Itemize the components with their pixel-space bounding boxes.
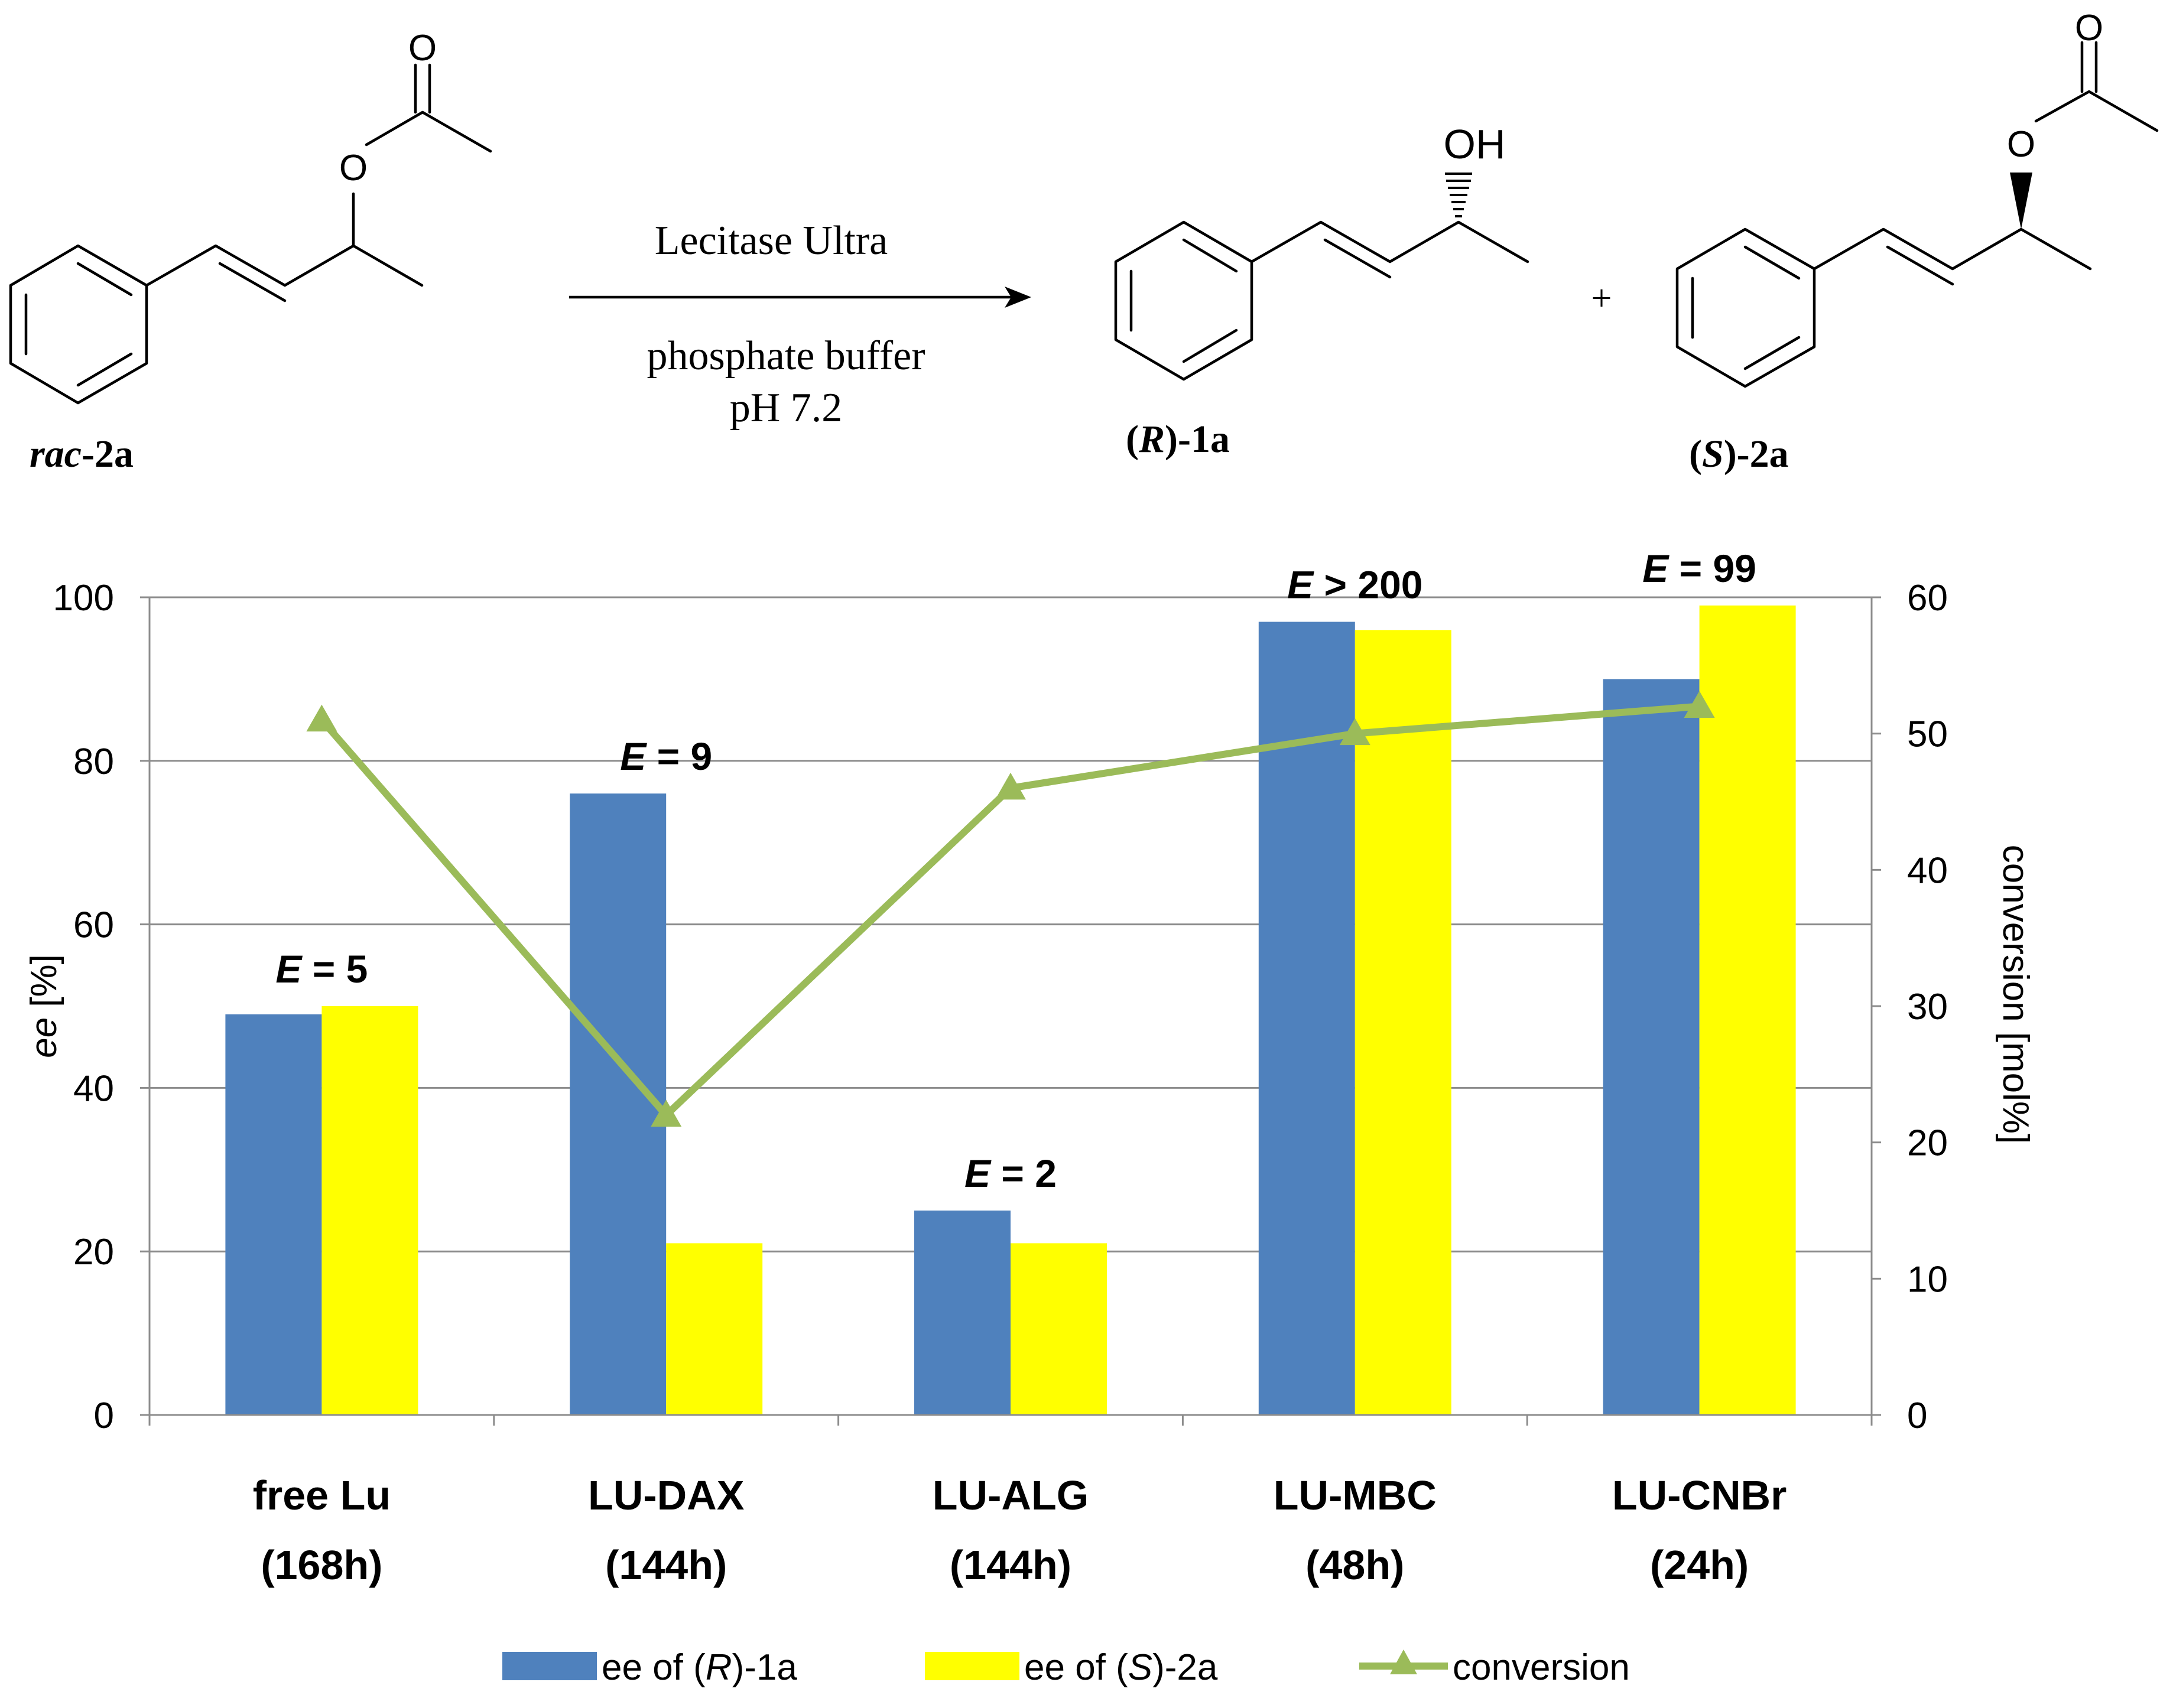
e-symbol: E xyxy=(1642,546,1669,590)
legend-label-part: )-1a xyxy=(732,1647,798,1688)
atom-o-ester: O xyxy=(339,148,368,188)
bar-ee-r-1a xyxy=(225,1014,322,1415)
legend-label: ee of (S)-2a xyxy=(1024,1647,1218,1688)
e-value-label: E = 9 xyxy=(620,734,712,778)
right-tick-label: 30 xyxy=(1907,987,1948,1027)
atom-o-carbonyl: O xyxy=(408,28,437,69)
legend-label: ee of (R)-1a xyxy=(602,1647,797,1688)
conversion-point xyxy=(1684,691,1715,718)
left-tick-label: 40 xyxy=(73,1068,114,1109)
e-value-text: = 99 xyxy=(1668,546,1756,590)
category-label: LU-CNBr xyxy=(1612,1472,1787,1518)
conversion-series-line xyxy=(319,702,1700,1119)
e-value-text: = 5 xyxy=(301,947,368,991)
right-tick-label: 50 xyxy=(1907,714,1948,755)
category-label: (48h) xyxy=(1305,1542,1404,1588)
legend-label-part: ee of ( xyxy=(602,1647,706,1688)
conversion-point xyxy=(1339,718,1370,746)
category-label: LU-ALG xyxy=(933,1472,1089,1518)
e-value-label: E = 99 xyxy=(1642,546,1756,590)
bar-ee-r-1a xyxy=(570,793,667,1415)
right-tick-label: 60 xyxy=(1907,578,1948,619)
legend-label-part: )-2a xyxy=(1152,1647,1218,1688)
right-axis-ticks: 0 10 20 30 40 50 60 xyxy=(1872,578,1948,1436)
label-rac-2a: rac-2a xyxy=(30,432,134,476)
category-label: LU-MBC xyxy=(1274,1472,1437,1518)
bar-ee-r-1a xyxy=(1258,622,1355,1415)
legend-label-part: ee of ( xyxy=(1024,1647,1128,1688)
structure-s-2a: O O xyxy=(1675,8,2159,388)
e-symbol: E xyxy=(1287,563,1314,607)
category-label: (144h) xyxy=(605,1542,727,1588)
label-r-1a: (R)-1a xyxy=(1126,418,1230,461)
left-tick-label: 20 xyxy=(73,1232,114,1273)
left-axis-label: ee [%] xyxy=(24,954,64,1058)
label-s-2a: (S)-2a xyxy=(1689,432,1789,476)
bar-ee-s-2a xyxy=(321,1006,418,1415)
e-value-label: E > 200 xyxy=(1287,563,1422,607)
category-label: (168h) xyxy=(261,1542,382,1588)
e-value-annotations: E = 5E = 9E = 2E > 200 E = 99 xyxy=(275,546,1756,1195)
bars xyxy=(225,605,1796,1415)
category-label: (24h) xyxy=(1650,1542,1749,1588)
category-label: free Lu xyxy=(253,1472,391,1518)
structure-rac-2a: O O xyxy=(9,28,492,405)
reagent-buffer: phosphate buffer xyxy=(647,333,925,379)
bar-ee-s-2a xyxy=(666,1243,763,1415)
left-tick-label: 60 xyxy=(73,905,114,946)
left-tick-label: 0 xyxy=(94,1395,114,1436)
reagent-ph: pH 7.2 xyxy=(730,385,843,431)
legend: ee of (R)-1a ee of (S)-2a conversion xyxy=(502,1647,1630,1688)
reaction-arrow xyxy=(569,287,1031,308)
plus-sign: + xyxy=(1591,278,1612,318)
category-label: (144h) xyxy=(950,1542,1071,1588)
bar-ee-s-2a xyxy=(1699,605,1796,1415)
legend-swatch xyxy=(925,1652,1019,1680)
atom-oh: OH xyxy=(1444,121,1506,167)
e-value-text: > 200 xyxy=(1313,563,1422,607)
atom-o-carbonyl-product: O xyxy=(2075,8,2103,48)
conversion-line xyxy=(306,691,1715,1127)
right-tick-label: 0 xyxy=(1907,1395,1927,1436)
e-symbol: E xyxy=(964,1151,992,1195)
conversion-point xyxy=(995,772,1026,800)
legend-label-part: conversion xyxy=(1453,1647,1630,1688)
conversion-point xyxy=(306,704,337,732)
legend-label-part: S xyxy=(1128,1647,1152,1688)
right-tick-label: 10 xyxy=(1907,1259,1948,1300)
right-tick-label: 20 xyxy=(1907,1123,1948,1164)
category-label: LU-DAX xyxy=(588,1472,745,1518)
right-axis-label: conversion [mol%] xyxy=(1995,845,2036,1144)
structure-r-1a: OH xyxy=(1114,121,1529,381)
conversion-point xyxy=(651,1099,682,1127)
e-value-label: E = 5 xyxy=(275,947,368,991)
reaction-scheme: O O rac-2a Lecitase Ultra phosphate buff… xyxy=(9,8,2159,476)
e-symbol: E xyxy=(620,734,647,778)
legend-label: conversion xyxy=(1453,1647,1630,1688)
bar-ee-r-1a xyxy=(1603,679,1700,1415)
atom-o-ester-product: O xyxy=(2007,124,2035,165)
left-tick-label: 100 xyxy=(53,578,114,619)
legend-swatch-marker xyxy=(1390,1650,1417,1674)
legend-swatch xyxy=(502,1652,597,1680)
bar-ee-s-2a xyxy=(1011,1243,1107,1415)
e-symbol: E xyxy=(275,947,303,991)
e-value-text: = 2 xyxy=(990,1151,1057,1195)
reagent-enzyme: Lecitase Ultra xyxy=(655,218,888,263)
category-labels: free Lu (168h) LU-DAX (144h) LU-ALG (144h) LU-… xyxy=(253,1472,1787,1588)
right-tick-label: 40 xyxy=(1907,850,1948,891)
bar-ee-r-1a xyxy=(914,1211,1011,1415)
legend-label-part: R xyxy=(706,1647,732,1688)
bar-ee-s-2a xyxy=(1355,630,1451,1415)
left-tick-label: 80 xyxy=(73,741,114,782)
left-axis-ticks: 0 20 40 60 80 100 xyxy=(53,578,150,1436)
e-value-text: = 9 xyxy=(646,734,712,778)
e-value-label: E = 2 xyxy=(964,1151,1057,1195)
